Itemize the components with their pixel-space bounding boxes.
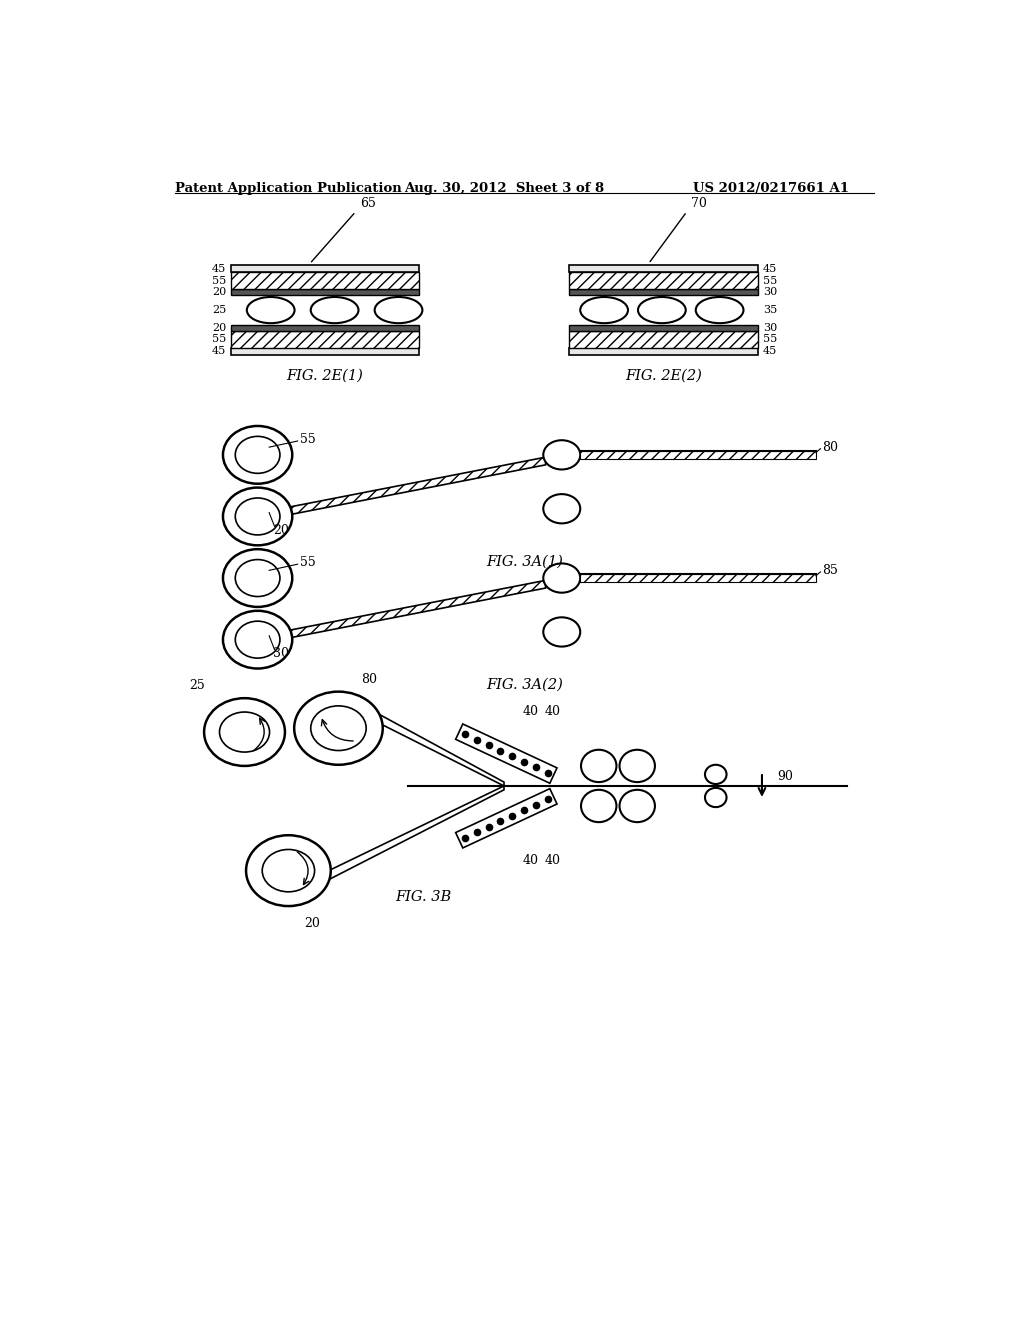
Bar [569, 348, 758, 355]
Bar [230, 348, 419, 355]
Text: 55: 55 [212, 276, 226, 286]
Text: 55: 55 [212, 334, 226, 345]
Polygon shape [370, 709, 504, 785]
Bar [569, 265, 758, 272]
Text: 25: 25 [188, 678, 205, 692]
Ellipse shape [219, 711, 269, 752]
Ellipse shape [638, 297, 686, 323]
Bar [230, 331, 419, 348]
Text: 55: 55 [300, 433, 315, 446]
Text: 30: 30 [273, 647, 289, 660]
Ellipse shape [294, 692, 383, 764]
Text: 70: 70 [691, 197, 707, 210]
Bar [230, 272, 419, 289]
Text: FIG. 2E(2): FIG. 2E(2) [626, 368, 702, 383]
Ellipse shape [581, 297, 628, 323]
Text: FIG. 2E(1): FIG. 2E(1) [287, 368, 364, 383]
Bar [569, 272, 758, 289]
Text: 40: 40 [523, 854, 539, 867]
Text: 55: 55 [763, 276, 777, 286]
Text: 25: 25 [212, 305, 226, 315]
Polygon shape [289, 457, 546, 515]
Text: FIG. 3B: FIG. 3B [395, 890, 452, 904]
Ellipse shape [223, 426, 292, 483]
Ellipse shape [236, 498, 280, 535]
Text: 45: 45 [212, 346, 226, 356]
Ellipse shape [544, 618, 581, 647]
Bar [581, 451, 816, 459]
Bar [581, 574, 816, 582]
Text: 55: 55 [300, 556, 315, 569]
Text: 20: 20 [212, 288, 226, 297]
Text: 45: 45 [212, 264, 226, 273]
Bar [230, 325, 419, 331]
Text: US 2012/0217661 A1: US 2012/0217661 A1 [692, 182, 849, 194]
Polygon shape [289, 581, 546, 638]
Ellipse shape [236, 622, 280, 659]
Text: 20: 20 [273, 524, 289, 537]
Ellipse shape [204, 698, 285, 766]
Text: 30: 30 [763, 288, 777, 297]
Text: 35: 35 [763, 305, 777, 315]
Ellipse shape [247, 297, 295, 323]
Ellipse shape [310, 706, 367, 751]
Ellipse shape [705, 788, 727, 807]
Ellipse shape [375, 297, 422, 323]
Text: 80: 80 [361, 673, 378, 686]
Ellipse shape [544, 494, 581, 524]
Text: 65: 65 [359, 197, 376, 210]
Text: 85: 85 [822, 564, 838, 577]
Text: Patent Application Publication: Patent Application Publication [175, 182, 402, 194]
Bar [569, 289, 758, 296]
Text: 45: 45 [763, 264, 777, 273]
Ellipse shape [262, 850, 314, 892]
Text: 40: 40 [523, 705, 539, 718]
Ellipse shape [223, 487, 292, 545]
Polygon shape [456, 723, 557, 783]
Ellipse shape [236, 560, 280, 597]
Text: FIG. 3A(2): FIG. 3A(2) [486, 678, 563, 692]
Polygon shape [456, 788, 557, 847]
Bar [230, 289, 419, 296]
Polygon shape [321, 785, 504, 884]
Text: 20: 20 [212, 323, 226, 333]
Bar [569, 331, 758, 348]
Text: 20: 20 [304, 917, 319, 929]
Text: 40: 40 [545, 854, 560, 867]
Ellipse shape [620, 789, 655, 822]
Ellipse shape [695, 297, 743, 323]
Ellipse shape [581, 750, 616, 781]
Text: FIG. 3A(1): FIG. 3A(1) [486, 554, 563, 569]
Text: 55: 55 [763, 334, 777, 345]
Ellipse shape [236, 437, 280, 474]
Ellipse shape [620, 750, 655, 781]
Ellipse shape [544, 564, 581, 593]
Text: 30: 30 [763, 323, 777, 333]
Ellipse shape [310, 297, 358, 323]
Ellipse shape [246, 836, 331, 906]
Text: Aug. 30, 2012  Sheet 3 of 8: Aug. 30, 2012 Sheet 3 of 8 [403, 182, 604, 194]
Bar [230, 265, 419, 272]
Ellipse shape [544, 441, 581, 470]
Text: 80: 80 [822, 441, 838, 454]
Bar [569, 325, 758, 331]
Text: 45: 45 [763, 346, 777, 356]
Ellipse shape [223, 611, 292, 668]
Ellipse shape [223, 549, 292, 607]
Text: 40: 40 [545, 705, 560, 718]
Ellipse shape [705, 764, 727, 784]
Text: 90: 90 [777, 770, 794, 783]
Ellipse shape [581, 789, 616, 822]
